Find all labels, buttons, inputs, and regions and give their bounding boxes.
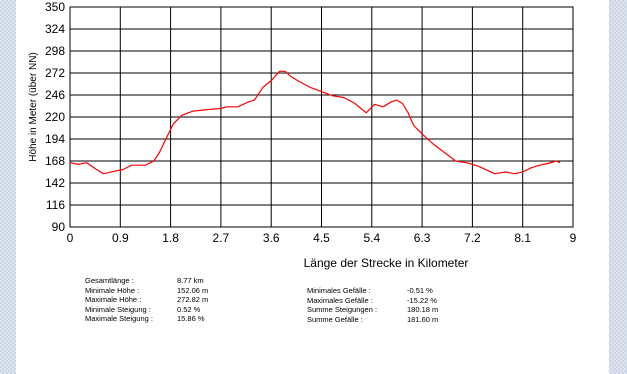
y-tick-label: 324 <box>45 22 65 36</box>
y-tick-label: 350 <box>45 0 65 14</box>
y-tick-label: 298 <box>45 44 65 58</box>
elevation-profile-panel: 0 0.9 1.8 2.7 3.6 4.5 5.4 6.3 7.2 8.1 9 90 116 142 168… <box>16 0 609 374</box>
plot-frame <box>69 6 574 228</box>
stat-right-row: Summe Gefälle : 181.60 m <box>307 315 477 325</box>
x-axis-label: Länge der Strecke in Kilometer <box>304 256 469 270</box>
stat-left-label: Minimale Höhe : <box>85 285 140 295</box>
y-tick-label: 168 <box>45 154 65 168</box>
y-tick-label: 116 <box>46 198 65 212</box>
stat-right-row: Maximales Gefälle : -15.22 % <box>307 296 477 306</box>
x-tick-label: 7.2 <box>464 231 481 245</box>
stat-left-label: Maximale Steigung : <box>85 314 153 324</box>
stats-left: Gesamtlänge : 8.77 km Minimale Höhe : 152.0… <box>85 276 255 324</box>
x-tick-label: 0.9 <box>112 231 129 245</box>
stat-left-row: Maximale Steigung : 15.86 % <box>85 314 255 324</box>
stat-left-row: Maximale Höhe : 272.82 m <box>85 295 255 305</box>
x-tick-label: 5.4 <box>363 231 380 245</box>
x-tick-label: 3.6 <box>263 231 280 245</box>
x-tick-label: 4.5 <box>313 231 330 245</box>
stat-left-row: Minimale Steigung : 0.52 % <box>85 305 255 315</box>
y-tick-label: 246 <box>45 88 65 102</box>
stat-left-value: 8.77 km <box>177 276 204 285</box>
stat-right-value: -0.51 % <box>407 286 433 295</box>
stat-left-value: 272.82 m <box>177 295 209 305</box>
x-tick-label: 8.1 <box>514 231 531 245</box>
stat-right-label: Summe Gefälle : <box>307 314 363 324</box>
stat-left-row: Minimale Höhe : 152.06 m <box>85 286 255 296</box>
y-axis-label: Höhe in Meter (über NN) <box>28 52 39 161</box>
stats-right: Minimales Gefälle : -0.51 % Maximales Gefä… <box>307 286 477 324</box>
x-tick-label: 2.7 <box>213 231 230 245</box>
stat-right-row: Summe Steigungen : 180.18 m <box>307 305 477 315</box>
y-tick-label: 272 <box>45 66 65 80</box>
y-tick-label: 142 <box>45 176 65 190</box>
stat-right-label: Maximales Gefälle : <box>307 295 373 305</box>
stat-right-label: Summe Steigungen : <box>307 305 378 315</box>
x-tick-label: 9 <box>570 231 577 245</box>
stat-left-row: Gesamtlänge : 8.77 km <box>85 276 255 286</box>
stat-right-row: Minimales Gefälle : -0.51 % <box>307 286 477 296</box>
x-tick-label: 6.3 <box>414 231 431 245</box>
stat-left-label: Minimale Steigung : <box>85 304 151 314</box>
y-tick-label: 194 <box>45 132 65 146</box>
x-tick-label: 1.8 <box>162 231 179 245</box>
stat-right-value: -15.22 % <box>407 295 438 305</box>
stat-right-value: 181.60 m <box>407 314 439 324</box>
elevation-line <box>69 70 561 175</box>
stat-right-label: Minimales Gefälle : <box>307 286 371 295</box>
stat-right-value: 180.18 m <box>407 305 439 315</box>
y-tick-label: 220 <box>45 110 65 124</box>
stat-left-value: 15.86 % <box>177 314 205 324</box>
stat-left-label: Maximale Höhe : <box>85 295 142 305</box>
y-tick-label: 90 <box>52 220 66 234</box>
stat-left-value: 0.52 % <box>177 304 201 314</box>
elevation-chart: 0 0.9 1.8 2.7 3.6 4.5 5.4 6.3 7.2 8.1 9 90 116 142 168… <box>28 0 577 270</box>
x-tick-label: 0 <box>67 231 74 245</box>
stat-left-value: 152.06 m <box>177 285 209 295</box>
stat-left-label: Gesamtlänge : <box>85 276 134 285</box>
